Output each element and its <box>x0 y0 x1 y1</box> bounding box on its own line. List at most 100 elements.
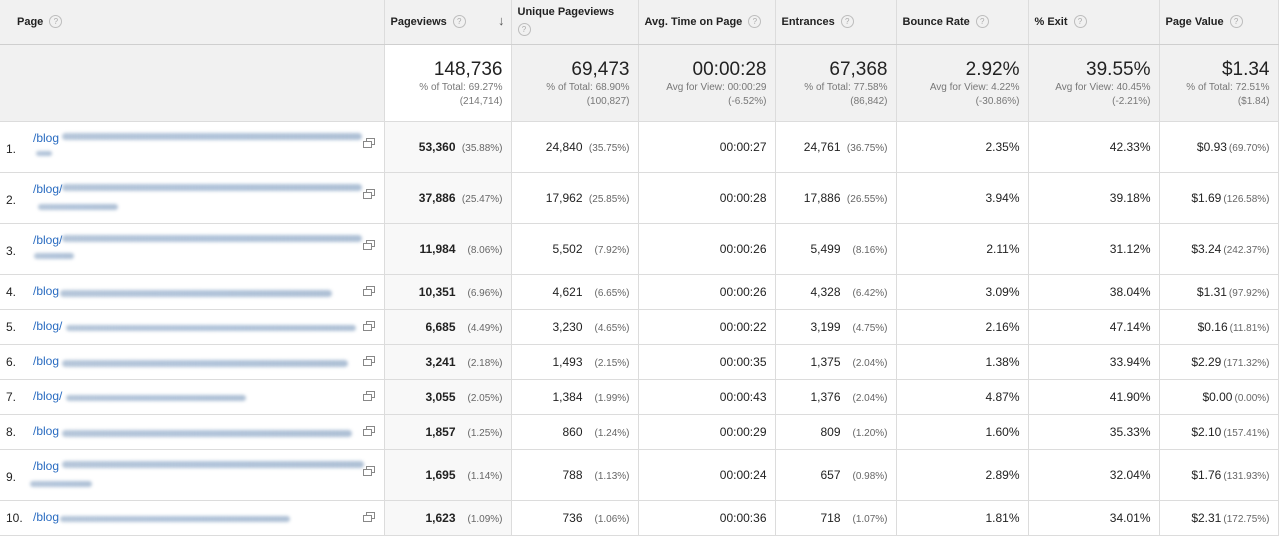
column-header-pageviews[interactable]: Pageviews? ↓ <box>384 0 512 45</box>
page-cell: 6. /blog <box>0 344 385 380</box>
exit-value: 47.14% <box>1109 319 1151 334</box>
page-value-percent: (69.70%) <box>1228 142 1270 154</box>
entrances-value: 4,328 <box>810 284 841 299</box>
help-icon[interactable]: ? <box>1229 15 1243 28</box>
page-link[interactable]: /blog <box>33 354 60 368</box>
sort-descending-arrow-icon[interactable]: ↓ <box>498 13 505 28</box>
entrances-value: 24,761 <box>803 139 841 154</box>
open-in-new-window-icon[interactable] <box>362 466 375 476</box>
bounce-rate-value: 2.35% <box>985 139 1020 154</box>
column-header-page[interactable]: Page? <box>0 0 385 45</box>
page-link[interactable]: /blog <box>33 510 60 524</box>
unique-pageviews-cell: 3,230 (4.65%) <box>511 309 639 345</box>
page-link[interactable]: /blog <box>33 424 60 438</box>
help-icon[interactable]: ? <box>1073 15 1087 28</box>
exit-cell: 47.14% <box>1028 309 1160 345</box>
open-in-new-window-icon[interactable] <box>362 391 375 401</box>
column-header-avg-time-on-page[interactable]: Avg. Time on Page? <box>638 0 776 45</box>
table-row[interactable]: 8. /blog 1,857 (1.25%) 860 (1.24%) 00:00:2… <box>0 414 1279 450</box>
page-cell: 1. /blog <box>0 121 385 173</box>
help-icon[interactable]: ? <box>840 15 854 28</box>
table-row[interactable]: 10. /blog 1,623 (1.09%) 736 (1.06%) 00:00:… <box>0 500 1279 536</box>
entrances-value: 1,375 <box>810 354 841 369</box>
row-number: 6. <box>6 355 17 369</box>
bounce-rate-cell: 3.09% <box>896 274 1029 310</box>
page-link[interactable]: /blog <box>33 459 60 473</box>
avg-time-cell: 00:00:27 <box>638 121 776 173</box>
table-row[interactable]: 5. /blog/ 6,685 (4.49%) 3,230 (4.65%) 00:0… <box>0 309 1279 345</box>
page-link[interactable]: /blog/ <box>33 233 63 247</box>
avg-time-value: 00:00:26 <box>719 284 767 299</box>
open-in-new-window-icon[interactable] <box>362 426 375 436</box>
page-link[interactable]: /blog/ <box>33 389 63 403</box>
table-row[interactable]: 7. /blog/ 3,055 (2.05%) 1,384 (1.99%) 00:0… <box>0 379 1279 415</box>
column-header-entrances[interactable]: Entrances? <box>775 0 897 45</box>
column-header-label: % Exit <box>1034 15 1068 28</box>
redacted-url-blur <box>62 360 348 367</box>
entrances-percent: (2.04%) <box>852 392 888 404</box>
entrances-value: 657 <box>820 467 841 482</box>
entrances-cell: 809 (1.20%) <box>775 414 897 450</box>
pageviews-percent: (2.18%) <box>467 357 503 369</box>
column-header-page-value[interactable]: Page Value? <box>1159 0 1279 45</box>
column-header-unique-pageviews[interactable]: Unique Pageviews? <box>511 0 639 45</box>
page-value-value: $2.29 <box>1191 354 1222 369</box>
page-link[interactable]: /blog/ <box>33 182 63 196</box>
redacted-url-blur <box>62 430 352 437</box>
table-row[interactable]: 6. /blog 3,241 (2.18%) 1,493 (2.15%) 00:00… <box>0 344 1279 380</box>
unique-pageviews-percent: (1.24%) <box>594 427 630 439</box>
bounce-rate-cell: 1.81% <box>896 500 1029 536</box>
page-value-cell: $1.31 (97.92%) <box>1159 274 1279 310</box>
total-subtext: % of Total: 72.51% <box>1186 81 1270 93</box>
unique-pageviews-value: 24,840 <box>545 139 583 154</box>
pageviews-cell: 1,695 (1.14%) <box>384 449 512 501</box>
totals-bounce-rate: 2.92% Avg for View: 4.22% (-30.86%) <box>896 44 1029 122</box>
total-subtext: Avg for View: 4.22% <box>929 81 1020 93</box>
entrances-percent: (2.04%) <box>852 357 888 369</box>
help-icon[interactable]: ? <box>49 15 63 28</box>
page-value-cell: $2.31 (172.75%) <box>1159 500 1279 536</box>
table-row[interactable]: 9. /blog 1,695 (1.14%) 788 (1.13%) 00:00:2… <box>0 449 1279 501</box>
exit-value: 41.90% <box>1109 389 1151 404</box>
exit-value: 32.04% <box>1109 467 1151 482</box>
totals-row: 148,736 % of Total: 69.27% (214,714) 69,… <box>0 44 1279 122</box>
open-in-new-window-icon[interactable] <box>362 138 375 148</box>
page-value-percent: (171.32%) <box>1223 357 1270 369</box>
open-in-new-window-icon[interactable] <box>362 240 375 250</box>
entrances-cell: 718 (1.07%) <box>775 500 897 536</box>
page-value-value: $1.69 <box>1191 190 1222 205</box>
page-value-percent: (11.81%) <box>1229 322 1270 334</box>
column-header-bounce-rate[interactable]: Bounce Rate? <box>896 0 1029 45</box>
column-header-label: Bounce Rate <box>902 15 970 28</box>
help-icon[interactable]: ? <box>517 23 531 36</box>
avg-time-cell: 00:00:43 <box>638 379 776 415</box>
open-in-new-window-icon[interactable] <box>362 286 375 296</box>
row-number: 9. <box>6 470 17 484</box>
column-header-exit[interactable]: % Exit? <box>1028 0 1160 45</box>
page-cell: 7. /blog/ <box>0 379 385 415</box>
table-row[interactable]: 3. /blog/ 11,984 (8.06%) 5,502 (7.92%) 00:… <box>0 223 1279 275</box>
open-in-new-window-icon[interactable] <box>362 321 375 331</box>
page-link[interactable]: /blog <box>33 284 60 298</box>
open-in-new-window-icon[interactable] <box>362 512 375 522</box>
help-icon[interactable]: ? <box>452 15 466 28</box>
open-in-new-window-icon[interactable] <box>362 189 375 199</box>
avg-time-cell: 00:00:29 <box>638 414 776 450</box>
page-value-percent: (242.37%) <box>1223 244 1270 256</box>
page-link[interactable]: /blog/ <box>33 319 63 333</box>
table-row[interactable]: 4. /blog 10,351 (6.96%) 4,621 (6.65%) 00:0… <box>0 274 1279 310</box>
page-value-cell: $2.29 (171.32%) <box>1159 344 1279 380</box>
table-row[interactable]: 1. /blog 53,360 (35.88%) 24,840 (35.75%) 0… <box>0 121 1279 173</box>
page-value-cell: $0.16 (11.81%) <box>1159 309 1279 345</box>
page-link[interactable]: /blog <box>33 131 60 145</box>
table-row[interactable]: 2. /blog/ 37,886 (25.47%) 17,962 (25.85%) … <box>0 172 1279 224</box>
open-in-new-window-icon[interactable] <box>362 356 375 366</box>
help-icon[interactable]: ? <box>975 15 989 28</box>
redacted-url-blur <box>62 461 364 468</box>
help-icon[interactable]: ? <box>748 15 762 28</box>
bounce-rate-value: 2.16% <box>985 319 1020 334</box>
avg-time-value: 00:00:29 <box>719 424 767 439</box>
unique-pageviews-cell: 17,962 (25.85%) <box>511 172 639 224</box>
bounce-rate-value: 1.38% <box>985 354 1020 369</box>
redacted-url-blur <box>34 253 74 259</box>
